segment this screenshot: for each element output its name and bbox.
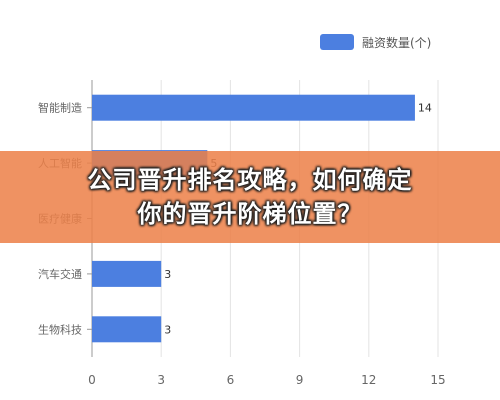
x-tick-labels: 0 3 6 9 12 15 — [88, 373, 445, 387]
x-tick-label-15: 15 — [430, 373, 445, 387]
bar-value-label: 14 — [418, 102, 432, 115]
category-label: 生物科技 — [38, 322, 82, 336]
legend[interactable]: 融资数量(个) — [320, 34, 431, 50]
x-tick-label-9: 9 — [296, 373, 304, 387]
x-tick-label-6: 6 — [227, 373, 235, 387]
legend-swatch — [320, 34, 354, 50]
category-label: 汽车交通 — [38, 267, 82, 281]
bar-value-label: 3 — [164, 268, 171, 281]
bar-value-label: 3 — [164, 323, 171, 336]
category-label: 智能制造 — [38, 101, 82, 115]
legend-label: 融资数量(个) — [362, 35, 431, 50]
bar[interactable] — [92, 260, 162, 287]
title-banner: 公司晋升排名攻略，如何确定 你的晋升阶梯位置？ — [0, 151, 500, 243]
bar[interactable] — [92, 94, 415, 121]
banner-title-line-2: 你的晋升阶梯位置？ — [137, 200, 363, 228]
banner-title-line-1: 公司晋升排名攻略，如何确定 — [87, 166, 413, 194]
x-tick-label-12: 12 — [361, 373, 376, 387]
x-tick-label-0: 0 — [88, 373, 96, 387]
bar[interactable] — [92, 316, 162, 343]
x-tick-label-3: 3 — [157, 373, 165, 387]
bars — [92, 94, 415, 343]
